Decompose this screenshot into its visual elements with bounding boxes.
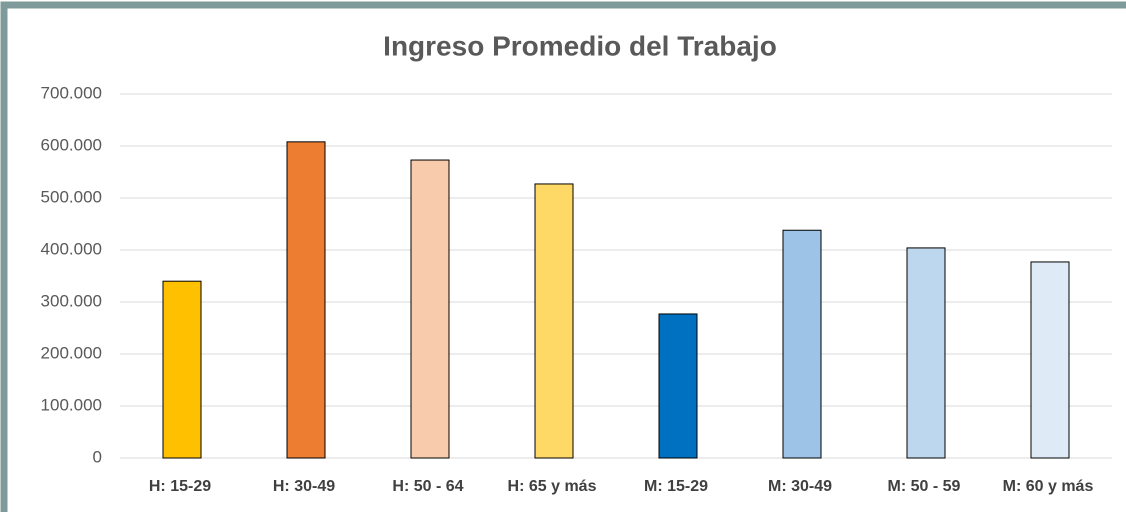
bar xyxy=(906,247,946,459)
y-tick-label: 100.000 xyxy=(41,395,102,414)
x-tick-label: M: 15-29 xyxy=(644,478,708,495)
x-tick-label: M: 30-49 xyxy=(768,478,832,495)
x-tick-label: H: 30-49 xyxy=(273,478,335,495)
y-tick-label: 200.000 xyxy=(41,343,102,362)
bar xyxy=(286,141,326,459)
y-tick-label: 600.000 xyxy=(41,135,102,154)
bar xyxy=(658,313,698,459)
bar xyxy=(1030,261,1070,459)
y-tick-label: 400.000 xyxy=(41,239,102,258)
y-tick-label: 300.000 xyxy=(41,291,102,310)
bar xyxy=(782,229,822,459)
bar xyxy=(534,183,574,459)
y-tick-label: 700.000 xyxy=(41,83,102,102)
x-tick-label: H: 50 - 64 xyxy=(392,478,463,495)
x-tick-label: M: 60 y más xyxy=(1003,478,1094,495)
x-tick-label: H: 15-29 xyxy=(149,478,211,495)
chart-title: Ingreso Promedio del Trabajo xyxy=(383,30,777,61)
x-tick-label: M: 50 - 59 xyxy=(888,478,961,495)
y-tick-label: 0 xyxy=(93,447,102,466)
bar xyxy=(410,159,450,459)
x-tick-label: H: 65 y más xyxy=(508,478,597,495)
y-tick-label: 500.000 xyxy=(41,187,102,206)
bar xyxy=(162,280,202,459)
